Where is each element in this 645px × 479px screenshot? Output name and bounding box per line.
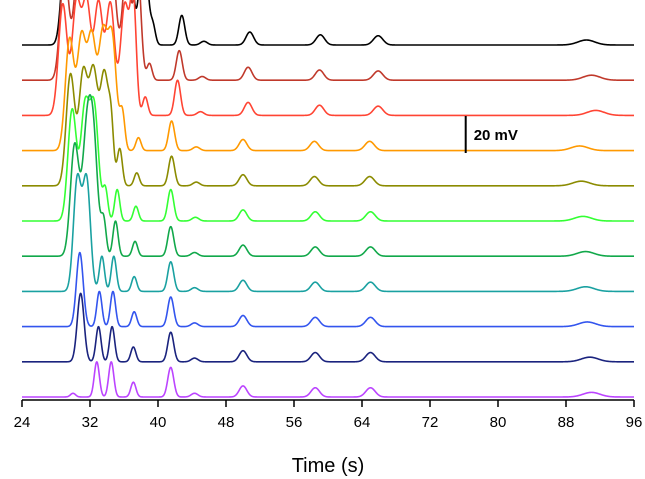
trace-10 (22, 292, 634, 363)
trace-3 (22, 0, 634, 117)
traces-group (22, 0, 634, 398)
scale-bar: 20 mV (464, 116, 518, 153)
trace-9 (22, 251, 634, 328)
trace-6 (22, 95, 634, 222)
x-tick-label-7: 80 (490, 414, 507, 431)
x-tick-label-6: 72 (422, 414, 439, 431)
x-tick-label-4: 56 (286, 414, 303, 431)
trace-5 (22, 63, 634, 187)
trace-8 (22, 172, 634, 293)
x-tick-label-1: 32 (82, 414, 99, 431)
x-axis-ticks: 24 32 40 48 56 64 72 80 88 96 (14, 400, 643, 431)
trace-4 (22, 23, 634, 152)
trace-7 (22, 94, 634, 258)
x-tick-label-0: 24 (14, 414, 31, 431)
trace-2 (22, 0, 634, 81)
x-tick-label-2: 40 (150, 414, 167, 431)
x-tick-label-3: 48 (218, 414, 235, 431)
x-tick-label-9: 96 (626, 414, 643, 431)
scale-bar-label: 20 mV (474, 127, 518, 144)
x-tick-label-5: 64 (354, 414, 371, 431)
x-tick-label-8: 88 (558, 414, 575, 431)
trace-11 (22, 361, 634, 398)
trace-1 (22, 0, 634, 46)
x-axis-label: Time (s) (292, 455, 365, 477)
